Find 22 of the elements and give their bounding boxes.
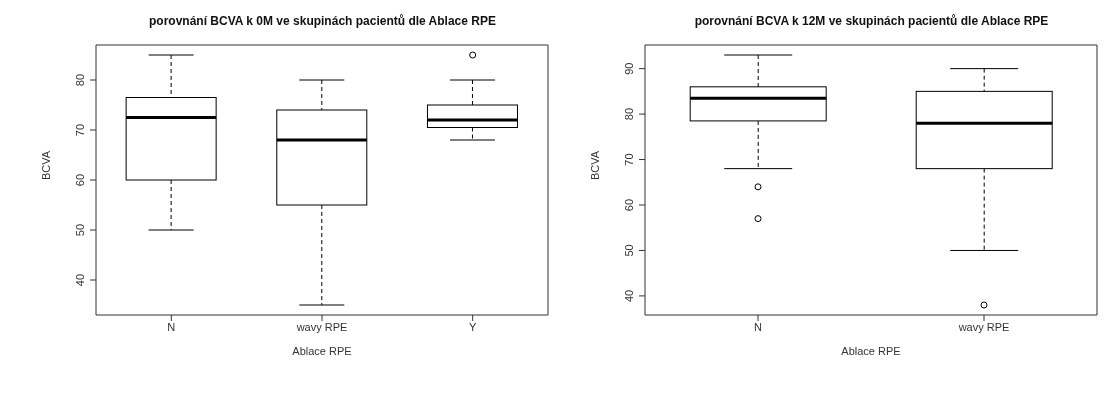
y-tick-label: 60 — [74, 173, 86, 187]
y-tick-label: 70 — [623, 153, 635, 166]
y-tick-label: 80 — [623, 107, 635, 121]
y-axis-title: BCVA — [39, 150, 52, 180]
y-tick-label: 70 — [74, 123, 86, 137]
y-axis-title: BCVA — [588, 150, 601, 180]
y-tick-label: 50 — [623, 244, 635, 257]
y-tick-label: 60 — [623, 198, 635, 212]
chart-title: porovnání BCVA k 12M ve skupinách pacientů dle Ablace RPE — [693, 14, 1050, 28]
x-axis-title: Ablace RPE — [841, 345, 901, 357]
x-tick-label: Y — [468, 320, 477, 333]
x-tick-label: N — [754, 320, 763, 333]
chart-title: porovnání BCVA k 0M ve skupinách pacientů dle Ablace RPE — [148, 14, 497, 28]
x-tick-label: wavy RPE — [295, 320, 348, 333]
y-tick-label: 40 — [74, 273, 86, 287]
y-tick-label: 50 — [74, 223, 86, 237]
x-tick-label: N — [167, 320, 176, 333]
x-tick-label: wavy RPE — [957, 320, 1010, 333]
y-tick-label: 80 — [74, 73, 86, 87]
y-tick-label: 40 — [623, 289, 635, 303]
y-tick-label: 90 — [623, 62, 635, 75]
x-axis-title: Ablace RPE — [292, 345, 352, 357]
